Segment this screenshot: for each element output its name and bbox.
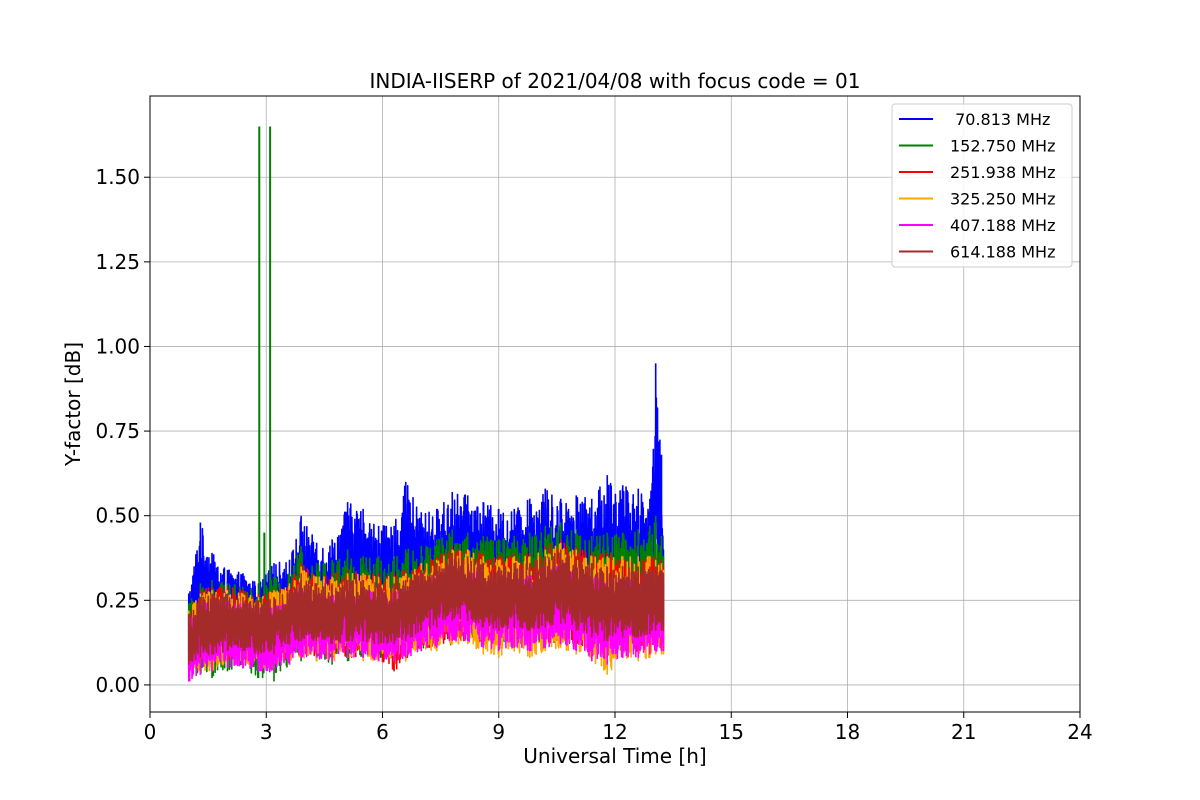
x-tick-label: 12 <box>602 720 627 744</box>
x-tick-label: 6 <box>376 720 389 744</box>
x-tick-label: 18 <box>835 720 860 744</box>
y-tick-label: 1.50 <box>95 165 140 189</box>
x-axis-title: Universal Time [h] <box>523 744 706 768</box>
y-axis-title: Y-factor [dB] <box>61 342 85 467</box>
x-tick-label: 24 <box>1067 720 1092 744</box>
chart-title: INDIA-IISERP of 2021/04/08 with focus co… <box>370 69 861 93</box>
y-tick-label: 0.75 <box>95 419 140 443</box>
legend-box <box>891 103 1073 268</box>
y-tick-label: 0.25 <box>95 588 140 612</box>
x-tick-label: 0 <box>144 720 157 744</box>
legend-label: 325.250 MHz <box>950 190 1055 209</box>
series-line <box>187 549 665 665</box>
x-tick-label: 15 <box>719 720 744 744</box>
legend-label: 70.813 MHz <box>950 110 1050 129</box>
series-6 <box>187 549 665 665</box>
y-tick-label: 1.25 <box>95 250 140 274</box>
legend-label: 614.188 MHz <box>950 243 1055 262</box>
y-tick-label: 0.50 <box>95 504 140 528</box>
x-tick-label: 3 <box>260 720 273 744</box>
y-tick-label: 1.00 <box>95 334 140 358</box>
legend-label: 407.188 MHz <box>950 216 1055 235</box>
series-layer <box>187 126 665 682</box>
legend: 70.813 MHz 152.750 MHz 251.938 MHz 325.250 … <box>891 103 1073 268</box>
x-tick-label: 21 <box>951 720 976 744</box>
x-tick-label: 9 <box>492 720 505 744</box>
tick-layer: 0 3 6 9 12 15 18 21 24 0.00 0.25 0.50 0.75 1.00 1.25 1.… <box>95 165 1092 744</box>
legend-label: 251.938 MHz <box>950 163 1055 182</box>
legend-label: 152.750 MHz <box>950 137 1055 156</box>
y-tick-label: 0.00 <box>95 673 140 697</box>
legend-items: 70.813 MHz 152.750 MHz 251.938 MHz 325.250 … <box>899 110 1055 262</box>
